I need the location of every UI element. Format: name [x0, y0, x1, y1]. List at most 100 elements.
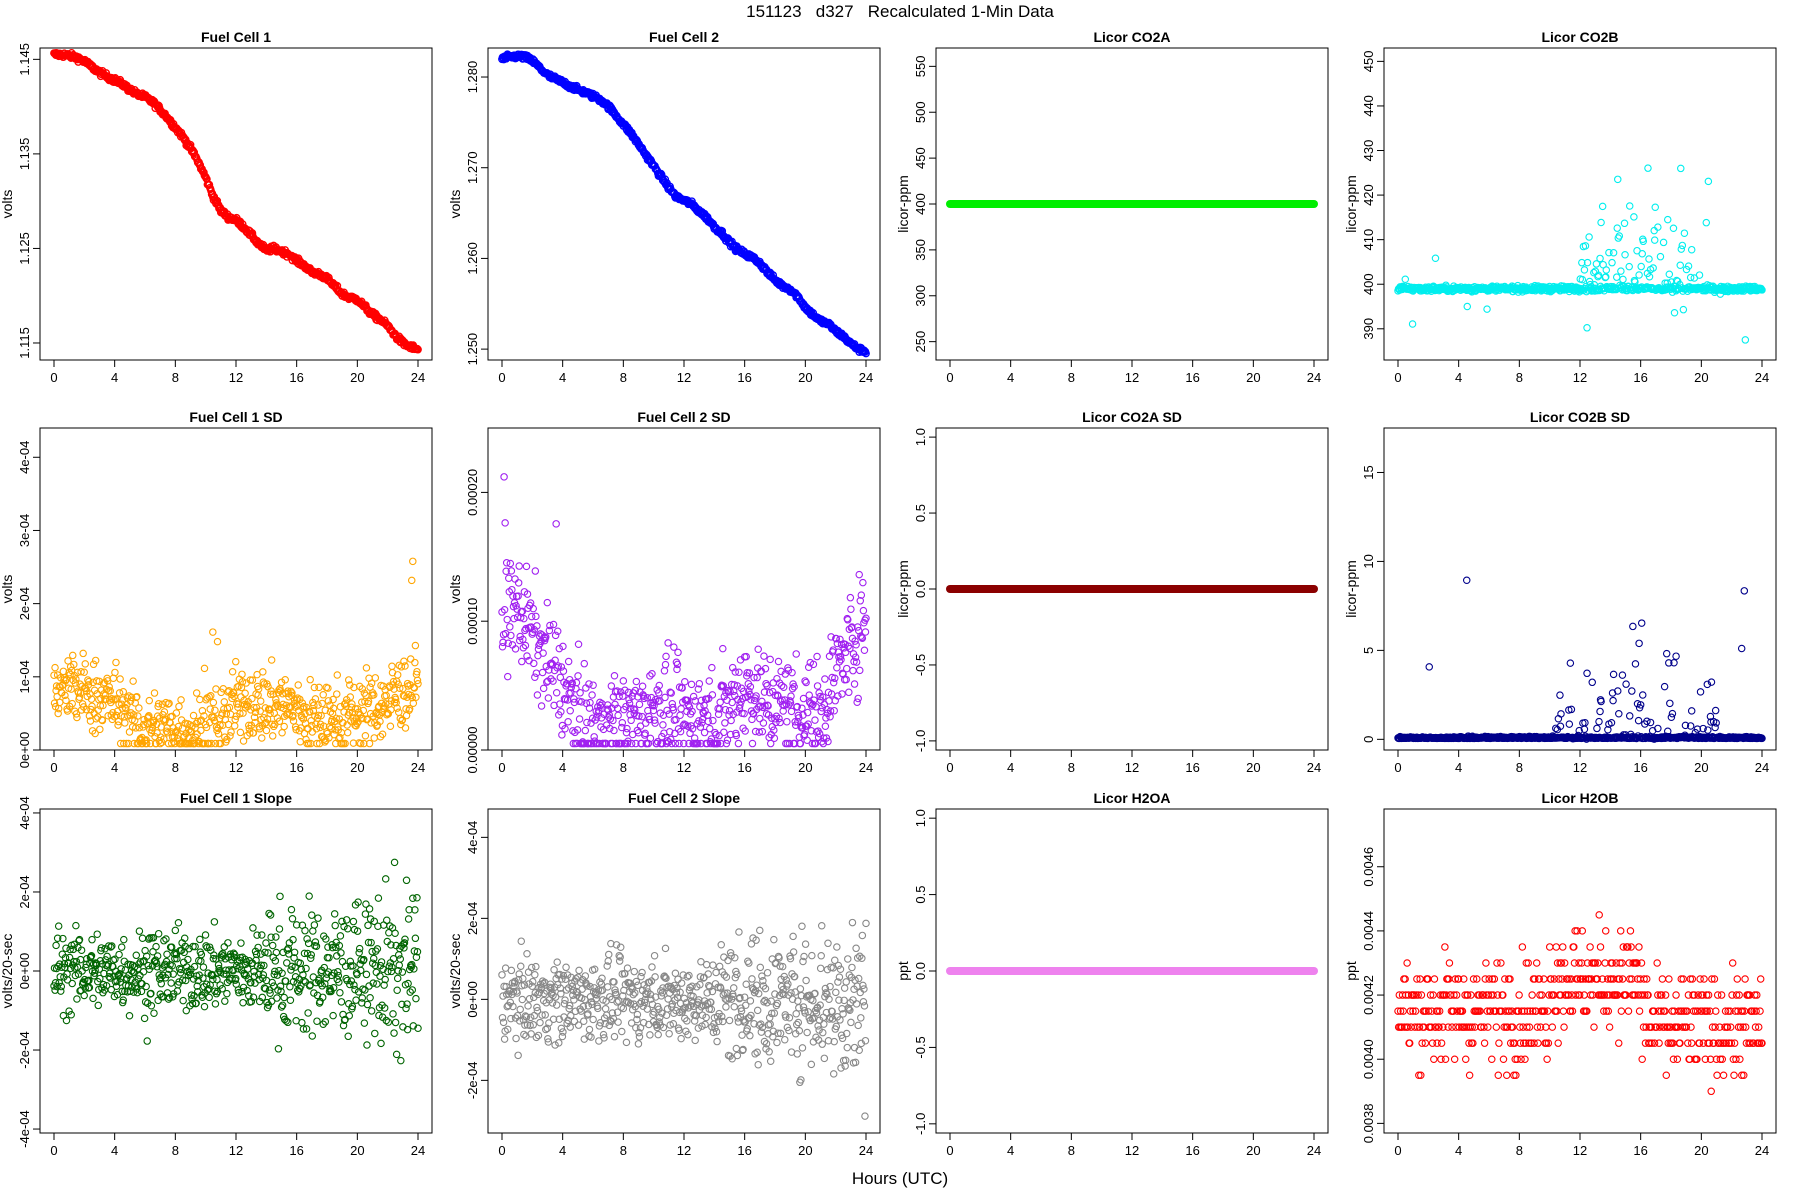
y-tick-label: 410 — [1361, 229, 1376, 251]
data-point — [1618, 671, 1627, 679]
data-point — [51, 663, 59, 672]
data-point — [196, 695, 204, 704]
data-point — [1620, 219, 1629, 228]
data-point — [401, 724, 410, 732]
data-point — [1622, 680, 1630, 688]
data-point — [825, 652, 834, 660]
x-tick-label: 20 — [350, 370, 364, 385]
data-point — [503, 672, 512, 681]
x-tick-label: 0 — [1394, 370, 1401, 385]
data-point — [1614, 175, 1622, 184]
data-point — [1617, 267, 1625, 275]
y-tick-label: 3e-04 — [17, 514, 32, 547]
x-tick-label: 4 — [1007, 370, 1014, 385]
data-point — [1609, 249, 1618, 257]
y-tick-label: 1e-04 — [17, 660, 32, 693]
data-point — [111, 668, 119, 677]
x-tick-label: 16 — [737, 1143, 751, 1158]
x-tick-label: 8 — [1068, 760, 1075, 775]
data-point — [1634, 716, 1643, 725]
data-point — [725, 707, 734, 715]
data-point — [1602, 266, 1611, 274]
data-point — [54, 922, 63, 930]
data-point — [719, 644, 727, 653]
data-point — [821, 675, 829, 683]
data-point — [336, 932, 345, 940]
x-tick-label: 16 — [289, 760, 303, 775]
data-point — [304, 1009, 312, 1017]
x-tick-label: 8 — [620, 760, 627, 775]
x-tick-label: 4 — [559, 1143, 566, 1158]
data-point — [272, 933, 280, 941]
data-point — [575, 715, 584, 723]
data-point — [384, 1018, 393, 1026]
data-point — [1597, 218, 1605, 227]
data-point — [230, 722, 239, 730]
data-point — [413, 893, 421, 902]
data-point — [538, 668, 547, 677]
data-point — [705, 677, 714, 685]
data-point — [861, 628, 870, 636]
data-point — [73, 995, 81, 1003]
chart-title: Licor CO2B — [1541, 29, 1618, 45]
data-point — [776, 718, 784, 727]
data-point — [709, 716, 717, 725]
data-point — [514, 579, 523, 587]
data-point — [847, 605, 855, 613]
data-point — [205, 993, 213, 1002]
data-point — [1625, 712, 1634, 720]
data-point — [258, 931, 266, 939]
y-axis-label: licor-ppm — [1343, 560, 1359, 618]
x-tick-label: 0 — [50, 1143, 57, 1158]
data-point — [1596, 254, 1604, 263]
data-point — [1609, 696, 1617, 705]
data-point — [576, 689, 584, 697]
data-point — [721, 719, 729, 727]
data-point — [619, 677, 628, 685]
data-point — [1666, 699, 1674, 708]
data-point — [404, 915, 413, 923]
data-point — [121, 719, 129, 727]
data-point — [544, 694, 553, 702]
y-tick-label: 440 — [1361, 95, 1376, 117]
data-point — [833, 664, 841, 672]
x-tick-label: 4 — [559, 370, 566, 385]
x-tick-label: 12 — [1573, 760, 1587, 775]
y-tick-label: 5 — [1361, 647, 1376, 654]
data-point — [343, 728, 352, 737]
data-point — [760, 652, 768, 660]
data-point — [272, 948, 281, 957]
data-point — [660, 667, 669, 675]
data-point — [220, 943, 229, 951]
y-tick-label: -1.0 — [913, 730, 928, 752]
data-point — [344, 1032, 352, 1041]
data-point — [1580, 266, 1589, 274]
data-point — [1637, 262, 1645, 271]
data-point — [661, 693, 669, 702]
data-point — [687, 680, 696, 689]
data-point — [531, 673, 539, 681]
data-point — [813, 682, 822, 690]
data-point — [192, 689, 201, 697]
data-point — [223, 989, 231, 998]
data-point — [1646, 718, 1655, 727]
data-point — [1637, 619, 1646, 627]
data-point — [634, 728, 643, 737]
data-point — [361, 731, 370, 740]
x-tick-label: 0 — [1394, 760, 1401, 775]
data-point — [372, 968, 381, 977]
data-point — [167, 979, 175, 987]
y-tick-label: 450 — [913, 147, 928, 169]
data-point — [258, 734, 266, 742]
data-point — [774, 657, 783, 666]
data-point — [1663, 215, 1672, 224]
data-point — [1609, 670, 1618, 679]
data-point — [398, 968, 407, 976]
data-point — [390, 1029, 398, 1037]
data-point — [552, 520, 560, 528]
data-point — [397, 1056, 405, 1065]
data-point — [287, 905, 296, 914]
